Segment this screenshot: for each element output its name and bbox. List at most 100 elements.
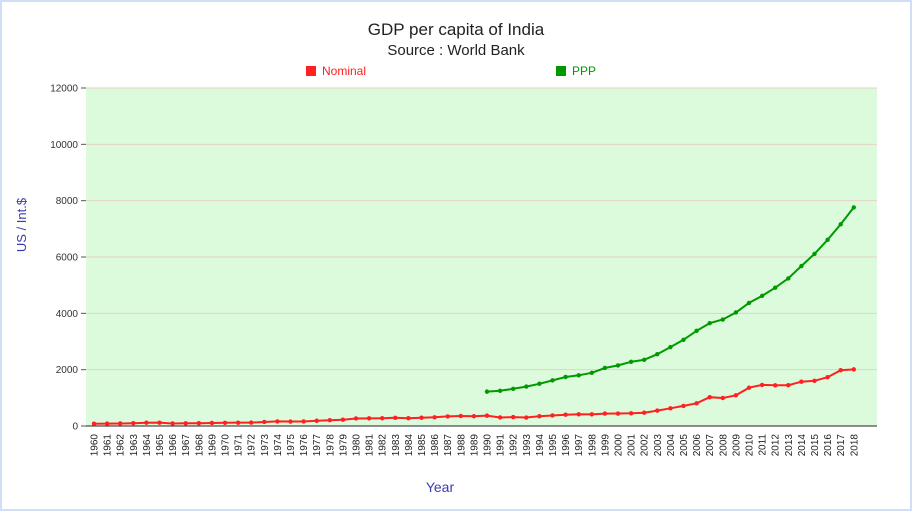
data-point-nominal	[353, 416, 359, 421]
data-point-ppp	[759, 293, 765, 299]
x-tick-label: 1994	[535, 434, 546, 457]
data-point-nominal	[170, 421, 175, 426]
data-point-ppp	[668, 344, 673, 350]
y-tick-label: 10000	[50, 140, 78, 151]
x-tick-label: 1987	[443, 434, 454, 457]
data-point-ppp	[576, 373, 581, 378]
data-point-nominal	[720, 395, 725, 401]
x-tick-label: 1981	[365, 434, 376, 457]
data-point-ppp	[615, 363, 621, 368]
x-tick-label: 1978	[325, 434, 336, 457]
x-tick-label: 1996	[561, 434, 572, 457]
data-point-ppp	[746, 300, 752, 306]
x-tick-label: 1965	[155, 434, 166, 457]
data-point-nominal	[262, 419, 267, 425]
x-tick-label: 2003	[653, 434, 664, 457]
x-tick-label: 2007	[705, 434, 716, 457]
data-point-nominal	[576, 412, 581, 417]
data-point-ppp	[838, 222, 843, 227]
y-tick-label: 0	[72, 422, 78, 433]
x-tick-label: 1961	[103, 434, 114, 457]
x-tick-label: 1986	[430, 434, 441, 457]
data-point-ppp	[733, 310, 739, 315]
data-point-ppp	[812, 251, 817, 257]
data-point-nominal	[445, 414, 450, 419]
legend-item-nominal[interactable]: Nominal	[306, 64, 366, 78]
data-point-nominal	[668, 406, 673, 411]
x-tick-label: 1998	[587, 434, 598, 457]
data-point-nominal	[602, 411, 608, 416]
x-tick-label: 1974	[273, 434, 284, 457]
data-point-nominal	[524, 415, 529, 420]
data-point-ppp	[537, 381, 542, 386]
data-point-ppp	[524, 384, 529, 389]
data-point-ppp	[550, 378, 555, 383]
data-point-nominal	[550, 413, 555, 418]
x-tick-label: 1983	[391, 434, 402, 457]
data-point-nominal	[471, 414, 477, 419]
x-tick-label: 1985	[417, 434, 428, 457]
x-tick-label: 1970	[221, 434, 232, 457]
x-tick-label: 1964	[142, 434, 153, 457]
y-tick-label: 6000	[56, 253, 79, 264]
data-point-nominal	[157, 420, 162, 425]
x-tick-label: 2018	[849, 434, 860, 457]
data-point-ppp	[773, 285, 778, 290]
data-point-nominal	[458, 413, 463, 419]
legend-swatch-nominal	[306, 66, 316, 76]
data-point-nominal	[91, 421, 97, 426]
y-tick-label: 12000	[50, 84, 78, 95]
data-point-nominal	[759, 382, 765, 388]
data-point-nominal	[628, 411, 634, 416]
data-point-nominal	[497, 415, 503, 420]
data-point-ppp	[707, 320, 712, 326]
x-tick-label: 1989	[469, 434, 480, 457]
x-tick-label: 1992	[509, 434, 520, 457]
x-tick-label: 1973	[260, 434, 271, 457]
data-point-nominal	[615, 411, 621, 416]
x-tick-label: 2014	[797, 434, 808, 457]
data-point-ppp	[628, 359, 634, 364]
data-point-nominal	[511, 414, 516, 420]
x-tick-label: 1982	[378, 434, 389, 457]
data-point-nominal	[812, 378, 817, 383]
data-point-nominal	[393, 415, 398, 420]
x-tick-label: 1972	[247, 434, 258, 457]
x-tick-label: 1993	[522, 434, 533, 457]
x-tick-label: 2006	[692, 434, 703, 457]
x-tick-label: 2015	[810, 434, 821, 457]
x-tick-label: 1990	[483, 434, 494, 457]
data-point-nominal	[314, 418, 319, 423]
data-point-nominal	[484, 413, 490, 418]
x-tick-label: 2008	[718, 434, 729, 457]
x-tick-label: 2009	[731, 434, 742, 457]
y-tick-label: 2000	[56, 365, 79, 376]
x-tick-label: 2005	[679, 434, 690, 457]
x-tick-label: 1963	[129, 434, 140, 457]
x-tick-label: 2011	[758, 434, 769, 456]
data-point-nominal	[694, 401, 699, 406]
x-tick-label: 1977	[312, 434, 323, 457]
x-tick-label: 1976	[299, 434, 310, 457]
x-tick-label: 1997	[574, 434, 585, 457]
data-point-nominal	[419, 415, 424, 420]
legend-item-ppp[interactable]: PPP	[556, 64, 596, 78]
x-tick-label: 1960	[90, 434, 101, 457]
chart-title: GDP per capita of India	[367, 20, 545, 39]
data-point-ppp	[563, 374, 568, 380]
data-point-nominal	[838, 368, 843, 373]
x-tick-label: 1999	[600, 434, 611, 457]
x-tick-label: 2013	[784, 434, 795, 457]
data-point-nominal	[825, 374, 830, 380]
x-tick-label: 1966	[168, 434, 179, 457]
x-tick-label: 1980	[352, 434, 363, 457]
data-point-nominal	[196, 421, 201, 426]
legend-swatch-ppp	[556, 66, 566, 76]
data-point-ppp	[786, 276, 791, 281]
x-tick-label: 1967	[181, 434, 192, 457]
data-point-nominal	[799, 379, 804, 384]
data-point-nominal	[235, 420, 241, 425]
y-axis-title: US / Int.$	[14, 197, 29, 252]
x-tick-label: 1968	[194, 434, 205, 457]
data-point-nominal	[144, 420, 149, 425]
